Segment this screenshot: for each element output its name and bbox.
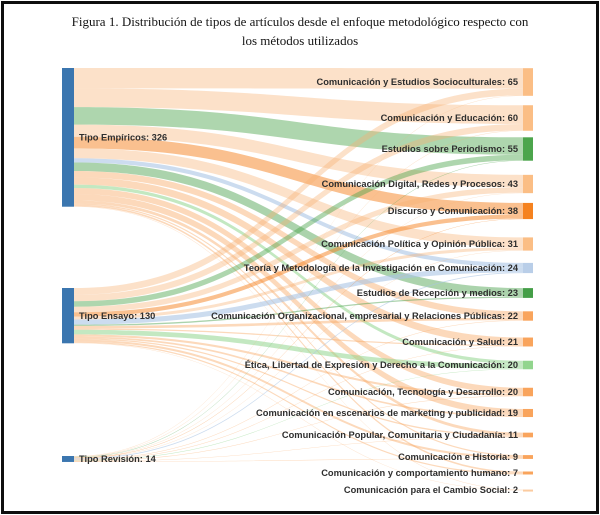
sankey-link xyxy=(74,334,523,396)
target-node-label-4: Discurso y Comunicación: 38 xyxy=(388,206,518,216)
sankey-target-node-9[interactable] xyxy=(523,337,533,347)
sankey-target-node-10[interactable] xyxy=(523,360,533,370)
sankey-target-node-0[interactable] xyxy=(523,68,533,96)
sankey-link xyxy=(74,320,523,460)
sankey-source-node-2[interactable] xyxy=(62,456,74,462)
sankey-link xyxy=(74,339,523,459)
sankey-link xyxy=(74,203,523,457)
target-node-label-5: Comunicación Política y Opinión Pública:… xyxy=(321,239,518,249)
sankey-link xyxy=(74,395,523,462)
target-node-label-9: Comunicación y Salud: 21 xyxy=(402,337,518,347)
sankey-link xyxy=(74,267,523,325)
sankey-labels: Tipo Empíricos: 326 Tipo Ensayo: 130 Tipo … xyxy=(79,77,519,495)
sankey-link xyxy=(74,346,523,461)
source-node-label-1: Tipo Ensayo: 130 xyxy=(79,311,155,321)
sankey-link xyxy=(74,336,523,418)
sankey-link xyxy=(74,187,523,394)
sankey-link xyxy=(74,342,523,491)
sankey-link xyxy=(74,341,523,475)
sankey-link xyxy=(74,136,523,215)
target-node-label-1: Comunicación y Educación: 60 xyxy=(381,113,518,123)
sankey-link xyxy=(74,107,523,155)
sankey-target-node-7[interactable] xyxy=(523,288,533,298)
sankey-nodes xyxy=(62,68,533,492)
sankey-link xyxy=(74,187,523,313)
sankey-link xyxy=(74,218,523,459)
sankey-source-node-1[interactable] xyxy=(62,288,74,344)
sankey-target-node-3[interactable] xyxy=(523,174,533,194)
sankey-link xyxy=(74,200,523,436)
target-node-label-12: Comunicación en escenarios de marketing … xyxy=(256,408,518,418)
sankey-link xyxy=(74,436,523,462)
sankey-link xyxy=(74,68,523,89)
target-node-label-10: Ética, Libertad de Expresión y Derecho a… xyxy=(245,360,518,370)
sankey-target-node-6[interactable] xyxy=(523,262,533,274)
sankey-target-node-11[interactable] xyxy=(523,387,533,397)
sankey-target-node-16[interactable] xyxy=(523,489,533,492)
sankey-target-node-8[interactable] xyxy=(523,311,533,321)
sankey-link xyxy=(74,458,523,462)
sankey-link xyxy=(74,88,523,295)
sankey-link xyxy=(74,204,523,474)
sankey-target-node-15[interactable] xyxy=(523,471,533,475)
figure-title: Figura 1. Distribución de tipos de artíc… xyxy=(71,14,529,48)
sankey-target-node-1[interactable] xyxy=(523,105,533,131)
sankey-links xyxy=(74,68,523,491)
sankey-link xyxy=(74,88,523,124)
sankey-link xyxy=(74,124,523,188)
sankey-link xyxy=(74,338,523,437)
target-node-label-14: Comunicación e Historia: 9 xyxy=(398,452,518,462)
sankey-link xyxy=(74,160,523,458)
target-node-label-0: Comunicación y Estudios Socioculturales:… xyxy=(317,77,518,87)
sankey-link xyxy=(74,177,523,345)
sankey-link xyxy=(74,158,523,268)
sankey-link xyxy=(74,154,523,307)
sankey-link xyxy=(74,130,523,457)
target-node-label-13: Comunicación Popular, Comunitaria y Ciud… xyxy=(282,430,518,440)
sankey-target-node-14[interactable] xyxy=(523,455,533,459)
target-node-label-2: Estudios sobre Periodismo: 55 xyxy=(382,144,518,154)
target-node-label-7: Estudios de Recepción y medios: 23 xyxy=(357,288,518,298)
target-node-label-8: Comunicación Organizacional, empresarial… xyxy=(211,311,518,321)
sankey-link xyxy=(74,193,523,416)
sankey-link xyxy=(74,170,523,318)
target-node-label-3: Comunicación Digital, Redes y Procesos: … xyxy=(322,179,518,189)
sankey-link xyxy=(74,148,523,248)
sankey-target-node-2[interactable] xyxy=(523,137,533,161)
source-node-label-0: Tipo Empíricos: 326 xyxy=(79,133,167,143)
sankey-link xyxy=(74,368,523,461)
target-node-label-15: Comunicación y comportamiento humano: 7 xyxy=(321,468,518,478)
sankey-link xyxy=(74,296,523,326)
sankey-link xyxy=(74,272,523,460)
sankey-link xyxy=(74,329,523,369)
sankey-link xyxy=(74,192,523,458)
sankey-target-node-5[interactable] xyxy=(523,237,533,251)
sankey-link xyxy=(74,162,523,297)
sankey-link xyxy=(74,95,523,457)
source-node-label-2: Tipo Revisión: 14 xyxy=(79,454,157,464)
target-node-label-11: Comunicación, Tecnología y Desarrollo: 2… xyxy=(328,387,518,397)
sankey-link xyxy=(74,328,523,347)
target-node-label-6: Teoría y Metodología de la Investigación… xyxy=(244,263,519,273)
sankey-link xyxy=(74,214,523,317)
sankey-link xyxy=(74,247,523,320)
sankey-target-node-12[interactable] xyxy=(523,408,533,418)
sankey-link xyxy=(74,317,523,329)
sankey-target-node-13[interactable] xyxy=(523,432,533,438)
sankey-link xyxy=(74,123,523,302)
sankey-source-node-0[interactable] xyxy=(62,68,74,207)
sankey-target-node-4[interactable] xyxy=(523,202,533,220)
target-node-label-16: Comunicación para el Cambio Social: 2 xyxy=(344,485,518,495)
sankey-link xyxy=(74,184,523,365)
sankey-link xyxy=(74,250,523,459)
